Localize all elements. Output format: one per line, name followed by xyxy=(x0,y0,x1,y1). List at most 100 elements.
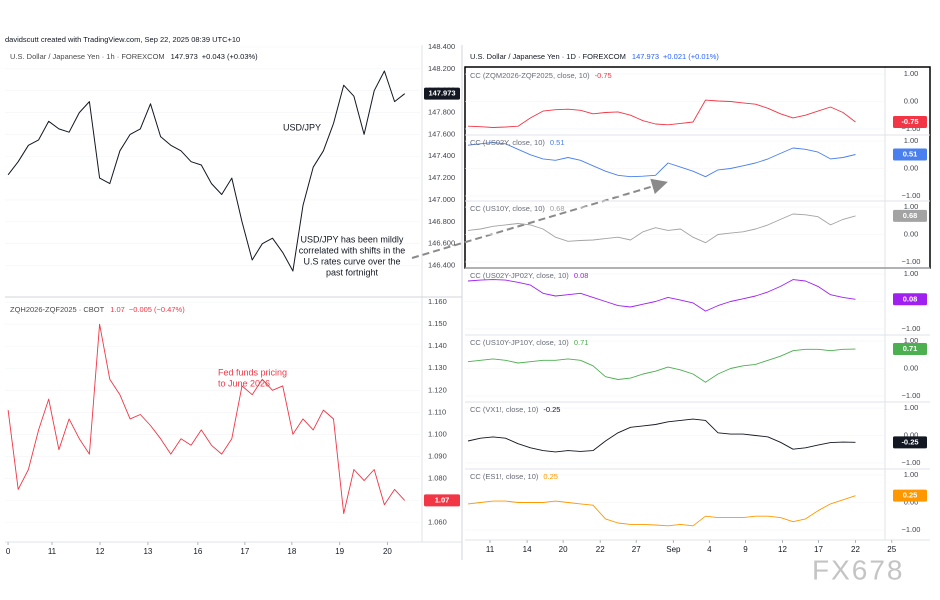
y-tick-label: −1.00 xyxy=(902,525,921,534)
y-tick-label: 1.00 xyxy=(904,202,919,211)
y-tick-label: 1.060 xyxy=(428,517,447,526)
last-value-label: 0.68 xyxy=(903,211,918,220)
x-tick-label: 9 xyxy=(743,545,748,554)
y-tick-label: 1.130 xyxy=(428,363,447,372)
pane-title: U.S. Dollar / Japanese Yen · 1h · FOREXC… xyxy=(10,52,165,61)
pane-last-value: -0.25 xyxy=(543,405,560,414)
y-tick-label: 147.200 xyxy=(428,173,455,182)
y-tick-label: 1.00 xyxy=(904,336,919,345)
right-header-last: 147.973 xyxy=(632,52,659,61)
price-line xyxy=(7,70,406,272)
x-tick-label: 20 xyxy=(383,547,392,556)
pane-last-value: 0.25 xyxy=(543,472,558,481)
price-line xyxy=(467,418,856,453)
last-value-label: 0.25 xyxy=(903,491,918,500)
y-tick-label: 0.00 xyxy=(904,430,919,439)
x-tick-label: Sep xyxy=(666,545,681,554)
last-value-label: 0.08 xyxy=(903,294,918,303)
y-tick-label: 1.080 xyxy=(428,473,447,482)
pane-change: −0.005 (−0.47%) xyxy=(129,305,185,314)
pane-title: CC (US10Y-JP10Y, close, 10) xyxy=(470,338,569,347)
x-tick-label: 13 xyxy=(143,547,152,556)
last-value-badge xyxy=(424,87,460,100)
pane-title: ZQH2026-ZQF2025 · CBOT xyxy=(10,305,105,314)
y-tick-label: 147.400 xyxy=(428,151,455,160)
y-tick-label: 0.00 xyxy=(904,497,919,506)
y-tick-label: 146.600 xyxy=(428,239,455,248)
pane-change: +0.043 (+0.03%) xyxy=(202,52,258,61)
y-tick-label: 1.100 xyxy=(428,429,447,438)
right-header-change: +0.021 (+0.01%) xyxy=(663,52,719,61)
price-line xyxy=(467,99,856,128)
x-tick-label: 25 xyxy=(887,545,896,554)
y-tick-label: 1.00 xyxy=(904,470,919,479)
x-tick-label: 20 xyxy=(559,545,568,554)
watermark: FX678 xyxy=(812,554,905,585)
pane-title: CC (ZQM2026-ZQF2025, close, 10) xyxy=(470,71,590,80)
last-value-badge xyxy=(424,494,460,507)
x-tick-label: 19 xyxy=(335,547,344,556)
pane-last-value: 0.51 xyxy=(550,138,565,147)
pane-last-value: 0.71 xyxy=(574,338,589,347)
x-tick-label: 4 xyxy=(707,545,712,554)
y-tick-label: 148.400 xyxy=(428,42,455,51)
y-tick-label: 1.150 xyxy=(428,319,447,328)
y-tick-label: 147.000 xyxy=(428,195,455,204)
price-line xyxy=(467,348,856,383)
x-tick-label: 0 xyxy=(6,547,11,556)
y-tick-label: 148.200 xyxy=(428,64,455,73)
last-value-badge xyxy=(893,293,927,306)
x-tick-label: 12 xyxy=(778,545,787,554)
x-tick-label: 11 xyxy=(486,545,495,554)
last-value-label: 0.51 xyxy=(903,150,918,159)
annotation: USD/JPY has been mildly xyxy=(301,234,404,244)
pane-last-value: 0.08 xyxy=(574,271,589,280)
y-tick-label: 1.110 xyxy=(428,407,446,416)
last-value-badge xyxy=(893,209,927,222)
y-tick-label: 1.160 xyxy=(428,297,447,306)
annotation: to June 2026 xyxy=(218,378,270,388)
annotation: Fed funds pricing xyxy=(218,367,287,377)
y-tick-label: 0.00 xyxy=(904,229,919,238)
y-tick-label: 0.00 xyxy=(904,363,919,372)
x-tick-label: 16 xyxy=(193,547,202,556)
y-tick-label: 1.140 xyxy=(428,341,447,350)
pane-last-value: 1.07 xyxy=(110,305,125,314)
y-tick-label: −1.00 xyxy=(902,391,921,400)
y-tick-label: 1.00 xyxy=(904,269,919,278)
x-tick-label: 17 xyxy=(814,545,823,554)
last-value-badge xyxy=(893,436,927,449)
x-tick-label: 11 xyxy=(48,547,57,556)
pane-last-value: 147.973 xyxy=(171,52,198,61)
price-line xyxy=(467,213,856,244)
x-tick-label: 12 xyxy=(96,547,105,556)
y-tick-label: 146.400 xyxy=(428,260,455,269)
highlight-box xyxy=(464,66,931,269)
price-line xyxy=(467,279,856,312)
y-tick-label: 0.00 xyxy=(904,96,919,105)
right-header-title: U.S. Dollar / Japanese Yen · 1D · FOREXC… xyxy=(470,52,626,61)
last-value-label: 147.973 xyxy=(428,89,455,98)
y-tick-label: 146.800 xyxy=(428,217,455,226)
y-tick-label: −1.00 xyxy=(902,191,921,200)
last-value-label: -0.75 xyxy=(901,117,918,126)
x-tick-label: 22 xyxy=(851,545,860,554)
price-line xyxy=(7,323,406,515)
x-tick-label: 27 xyxy=(632,545,641,554)
y-tick-label: 1.120 xyxy=(428,385,447,394)
pane-last-value: 0.68 xyxy=(550,204,565,213)
last-value-badge xyxy=(893,116,927,129)
price-line xyxy=(467,142,856,178)
x-tick-label: 22 xyxy=(596,545,605,554)
last-value-badge xyxy=(893,489,927,502)
y-tick-label: 1.090 xyxy=(428,451,447,460)
annotation: USD/JPY xyxy=(283,122,321,132)
y-tick-label: 1.00 xyxy=(904,403,919,412)
last-value-label: -0.25 xyxy=(901,437,918,446)
last-value-label: 1.07 xyxy=(435,495,450,504)
y-tick-label: 0.00 xyxy=(904,163,919,172)
pane-title: CC (ES1!, close, 10) xyxy=(470,472,539,481)
y-tick-label: −1.00 xyxy=(902,458,921,467)
annotation: past fortnight xyxy=(326,267,379,277)
